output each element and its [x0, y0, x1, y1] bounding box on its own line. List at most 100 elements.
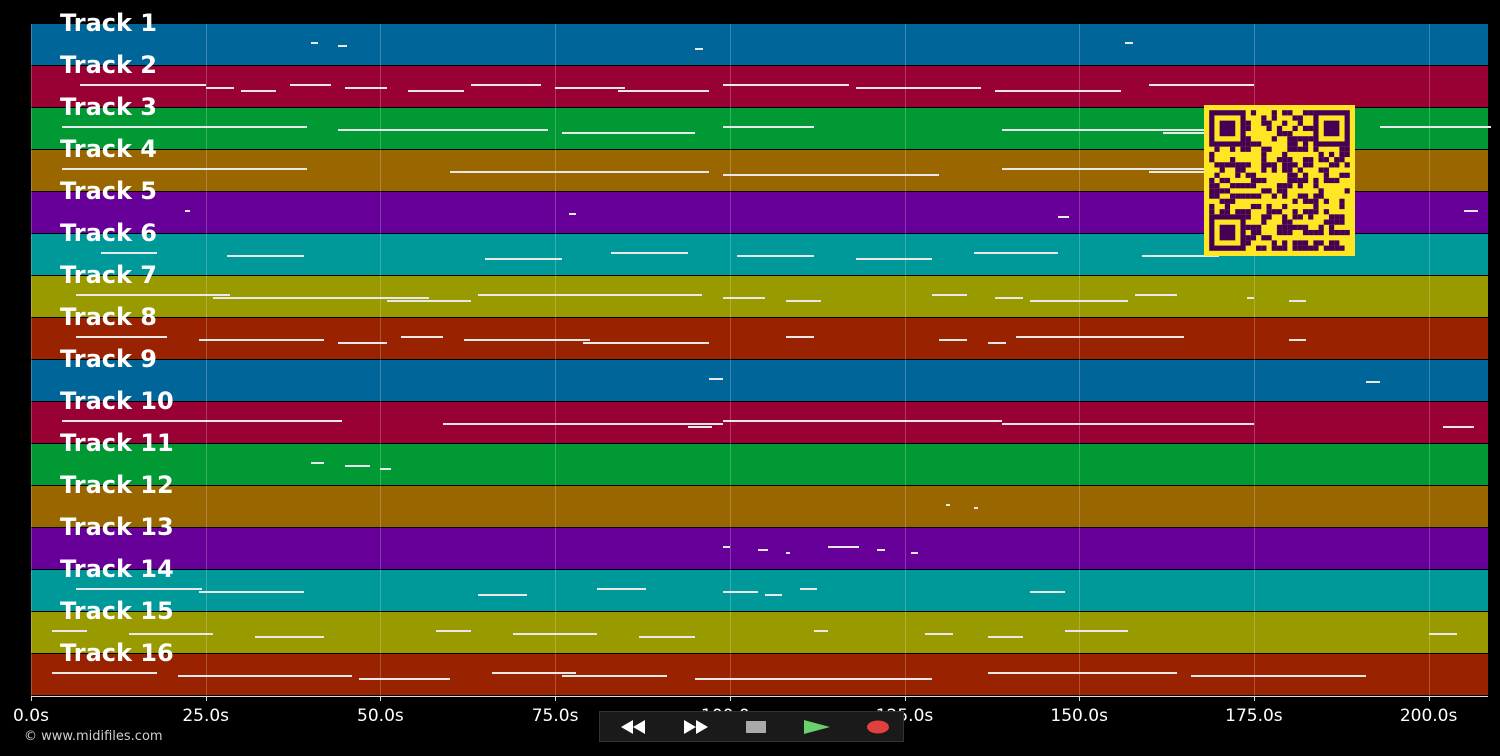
midi-note: [345, 87, 388, 89]
track-label: Track 15: [60, 597, 174, 625]
midi-note: [583, 342, 709, 344]
midi-note: [1002, 168, 1212, 170]
midi-note: [988, 342, 1006, 344]
midi-note: [617, 90, 709, 92]
midi-note: [722, 84, 849, 86]
midi-note: [1016, 336, 1184, 338]
midi-note: [827, 546, 860, 548]
midi-note: [932, 294, 968, 296]
tick-label: 25.0s: [182, 706, 230, 726]
midi-note: [76, 336, 168, 338]
midi-note: [478, 594, 528, 596]
midi-note: [387, 300, 472, 302]
track-label: Track 14: [60, 555, 174, 583]
midi-note: [1428, 633, 1457, 635]
track-lane: [31, 486, 1488, 527]
midi-note: [785, 336, 814, 338]
midi-note: [569, 213, 577, 215]
midi-note: [722, 546, 730, 548]
tick-label: 0.0s: [13, 706, 49, 726]
midi-note: [310, 462, 325, 464]
midi-note: [799, 588, 818, 590]
midi-note: [471, 84, 542, 86]
midi-note: [694, 48, 704, 50]
fast-forward-button[interactable]: [669, 714, 721, 739]
track-lane: [31, 66, 1488, 107]
midi-note: [1030, 300, 1129, 302]
tick-mark: [729, 696, 731, 701]
midi-note: [485, 258, 563, 260]
record-button[interactable]: [852, 714, 904, 739]
midi-note: [408, 90, 465, 92]
midi-note: [687, 426, 713, 428]
track-label: Track 2: [60, 51, 158, 79]
midi-note: [708, 378, 723, 380]
play-button[interactable]: [791, 714, 843, 739]
track-lane: [31, 654, 1488, 695]
tick-mark: [380, 696, 382, 701]
midi-note: [436, 630, 472, 632]
midi-note: [62, 168, 308, 170]
stop-button[interactable]: [730, 714, 782, 739]
midi-note: [478, 294, 702, 296]
track-label: Track 5: [60, 177, 158, 205]
time-axis: [31, 696, 1488, 697]
midi-note: [1191, 675, 1366, 677]
midi-note: [757, 549, 769, 551]
midi-note: [1149, 171, 1219, 173]
midi-note: [62, 126, 308, 128]
tick-label: 200.0s: [1399, 706, 1458, 726]
midi-note: [62, 420, 342, 422]
midi-note: [1442, 426, 1474, 428]
rewind-icon: [621, 719, 645, 734]
midi-note: [76, 588, 203, 590]
midi-note: [443, 423, 723, 425]
track-lane: [31, 570, 1488, 611]
tick-label: 175.0s: [1225, 706, 1283, 726]
track-lane: [31, 24, 1488, 65]
grid-line: [1079, 24, 1081, 696]
midi-note: [359, 678, 451, 680]
midi-note: [1002, 129, 1212, 131]
track-label: Track 10: [60, 387, 174, 415]
midi-note: [1288, 300, 1307, 302]
midi-note: [464, 339, 591, 341]
midi-note: [198, 339, 325, 341]
midi-note: [254, 636, 325, 638]
midi-note: [694, 678, 933, 680]
midi-note: [338, 45, 347, 47]
midi-note: [988, 672, 1178, 674]
midi-note: [310, 42, 318, 44]
grid-line: [1428, 24, 1430, 696]
track-lane: [31, 360, 1488, 401]
midi-note: [184, 210, 191, 212]
midi-note: [177, 675, 353, 677]
grid-line: [31, 24, 32, 696]
play-icon: [804, 719, 830, 734]
track-lane: [31, 402, 1488, 443]
midi-note: [51, 630, 87, 632]
midi-note: [785, 300, 821, 302]
midi-note: [79, 84, 206, 86]
grid-line: [555, 24, 557, 696]
rewind-button[interactable]: [608, 714, 660, 739]
midi-note: [722, 297, 765, 299]
midi-note: [995, 90, 1122, 92]
midi-note: [1124, 42, 1133, 44]
midi-note: [128, 633, 213, 635]
midi-note: [855, 258, 933, 260]
playback-controls: [599, 711, 904, 742]
midi-note: [785, 552, 790, 554]
track-label: Track 6: [60, 219, 158, 247]
midi-note: [562, 675, 667, 677]
midi-note: [1246, 297, 1254, 299]
qr-code-icon: [1204, 105, 1355, 256]
midi-note: [513, 633, 598, 635]
tick-mark: [904, 696, 906, 701]
tick-mark: [1079, 696, 1081, 701]
grid-line: [205, 24, 207, 696]
midi-note: [974, 252, 1059, 254]
midi-note: [289, 84, 332, 86]
midi-note: [722, 591, 758, 593]
midi-note: [198, 591, 304, 593]
